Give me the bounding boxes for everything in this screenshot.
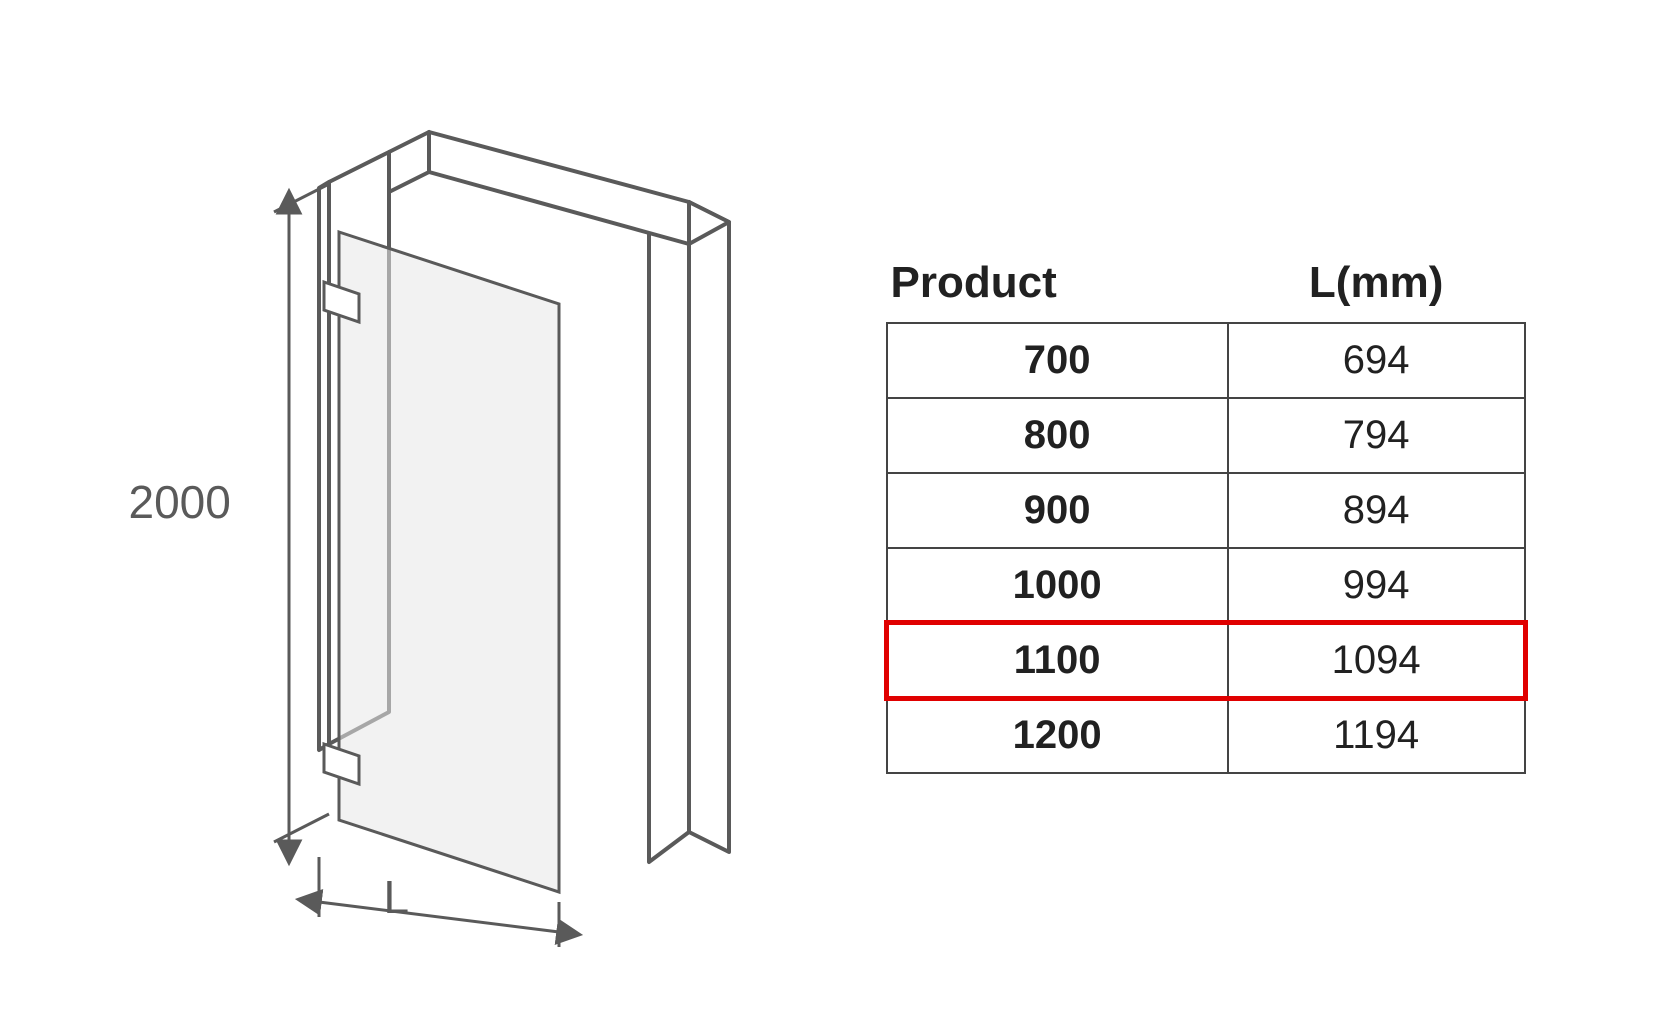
table-header-row: Product L(mm) <box>887 250 1525 323</box>
cell-lmm: 794 <box>1228 398 1525 473</box>
cell-product: 800 <box>887 398 1228 473</box>
cell-product: 1000 <box>887 548 1228 623</box>
header-product: Product <box>887 250 1228 323</box>
table-row: 1000994 <box>887 548 1525 623</box>
cell-lmm: 694 <box>1228 323 1525 398</box>
cell-lmm: 894 <box>1228 473 1525 548</box>
table-row: 900894 <box>887 473 1525 548</box>
cell-product: 1200 <box>887 698 1228 773</box>
spec-table: Product L(mm) 70069480079490089410009941… <box>886 250 1526 774</box>
height-dimension-label: 2000 <box>129 475 231 529</box>
width-dimension-label: L <box>384 870 410 924</box>
table-row: 12001194 <box>887 698 1525 773</box>
table-row: 700694 <box>887 323 1525 398</box>
header-lmm: L(mm) <box>1228 250 1525 323</box>
cell-product: 900 <box>887 473 1228 548</box>
cell-product: 1100 <box>887 623 1228 698</box>
spec-table-area: Product L(mm) 70069480079490089410009941… <box>886 250 1526 774</box>
content-container: 2000 L Product L(mm) 7006948007949008941… <box>0 0 1654 1024</box>
cell-lmm: 1094 <box>1228 623 1525 698</box>
cell-lmm: 994 <box>1228 548 1525 623</box>
table-row: 800794 <box>887 398 1525 473</box>
product-diagram: 2000 L <box>129 72 749 952</box>
cell-product: 700 <box>887 323 1228 398</box>
cell-lmm: 1194 <box>1228 698 1525 773</box>
table-row: 11001094 <box>887 623 1525 698</box>
